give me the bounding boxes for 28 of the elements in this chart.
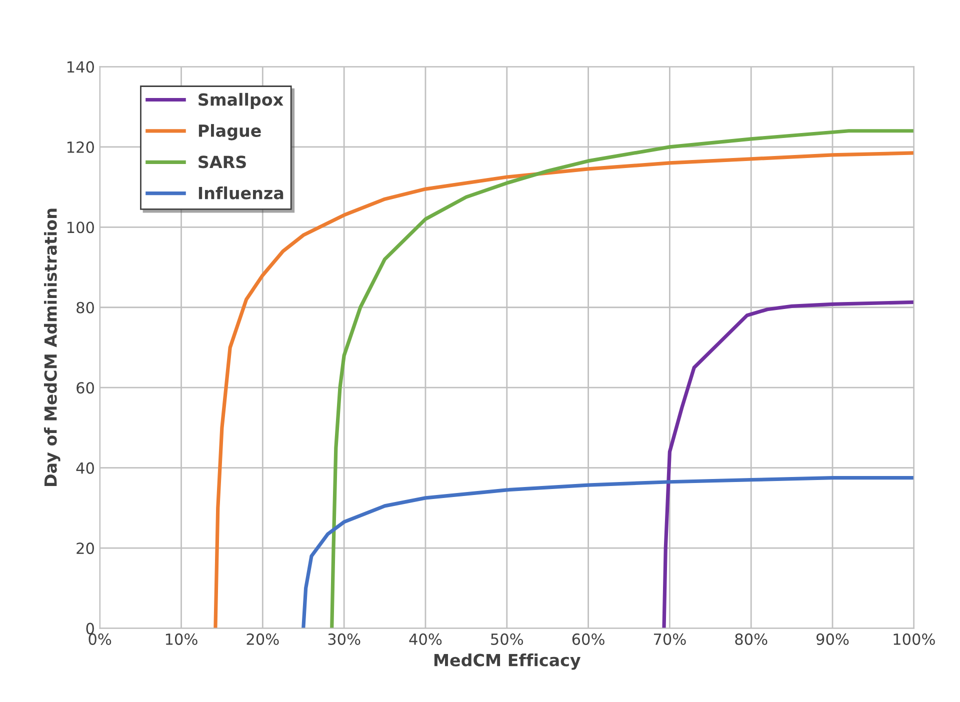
- x-tick-label: 50%: [491, 633, 524, 645]
- y-tick-label: 20: [76, 542, 94, 554]
- y-tick-label: 80: [76, 302, 94, 314]
- y-tick-label: 0: [86, 622, 94, 634]
- x-tick-label: 60%: [572, 633, 604, 645]
- x-tick-label: 20%: [246, 633, 279, 645]
- y-axis-title: Day of MedCM Administration: [44, 208, 60, 486]
- x-tick-label: 10%: [166, 633, 198, 645]
- x-tick-label: 70%: [654, 633, 686, 645]
- x-tick-label: 30%: [328, 633, 360, 645]
- x-tick-label: 90%: [816, 633, 849, 645]
- x-tick-label: 40%: [409, 633, 442, 645]
- legend-label: Smallpox: [198, 92, 284, 110]
- line-series: [662, 300, 914, 628]
- y-tick-label: 40: [76, 462, 94, 474]
- y-tick-label: 120: [67, 141, 94, 153]
- line-series: [330, 129, 914, 628]
- x-tick-label: 80%: [735, 633, 768, 645]
- legend-label: Influenza: [198, 186, 284, 200]
- legend-label: Plague: [198, 124, 261, 140]
- x-axis-title: MedCM Efficacy: [434, 653, 581, 670]
- y-tick-label: 140: [67, 61, 94, 73]
- y-tick-label: 60: [76, 382, 94, 394]
- x-tick-label: 0%: [88, 633, 112, 645]
- line-series: [302, 476, 914, 628]
- x-tick-label: 100%: [894, 633, 935, 645]
- legend-label: SARS: [198, 156, 246, 168]
- y-tick-label: 100: [67, 222, 94, 234]
